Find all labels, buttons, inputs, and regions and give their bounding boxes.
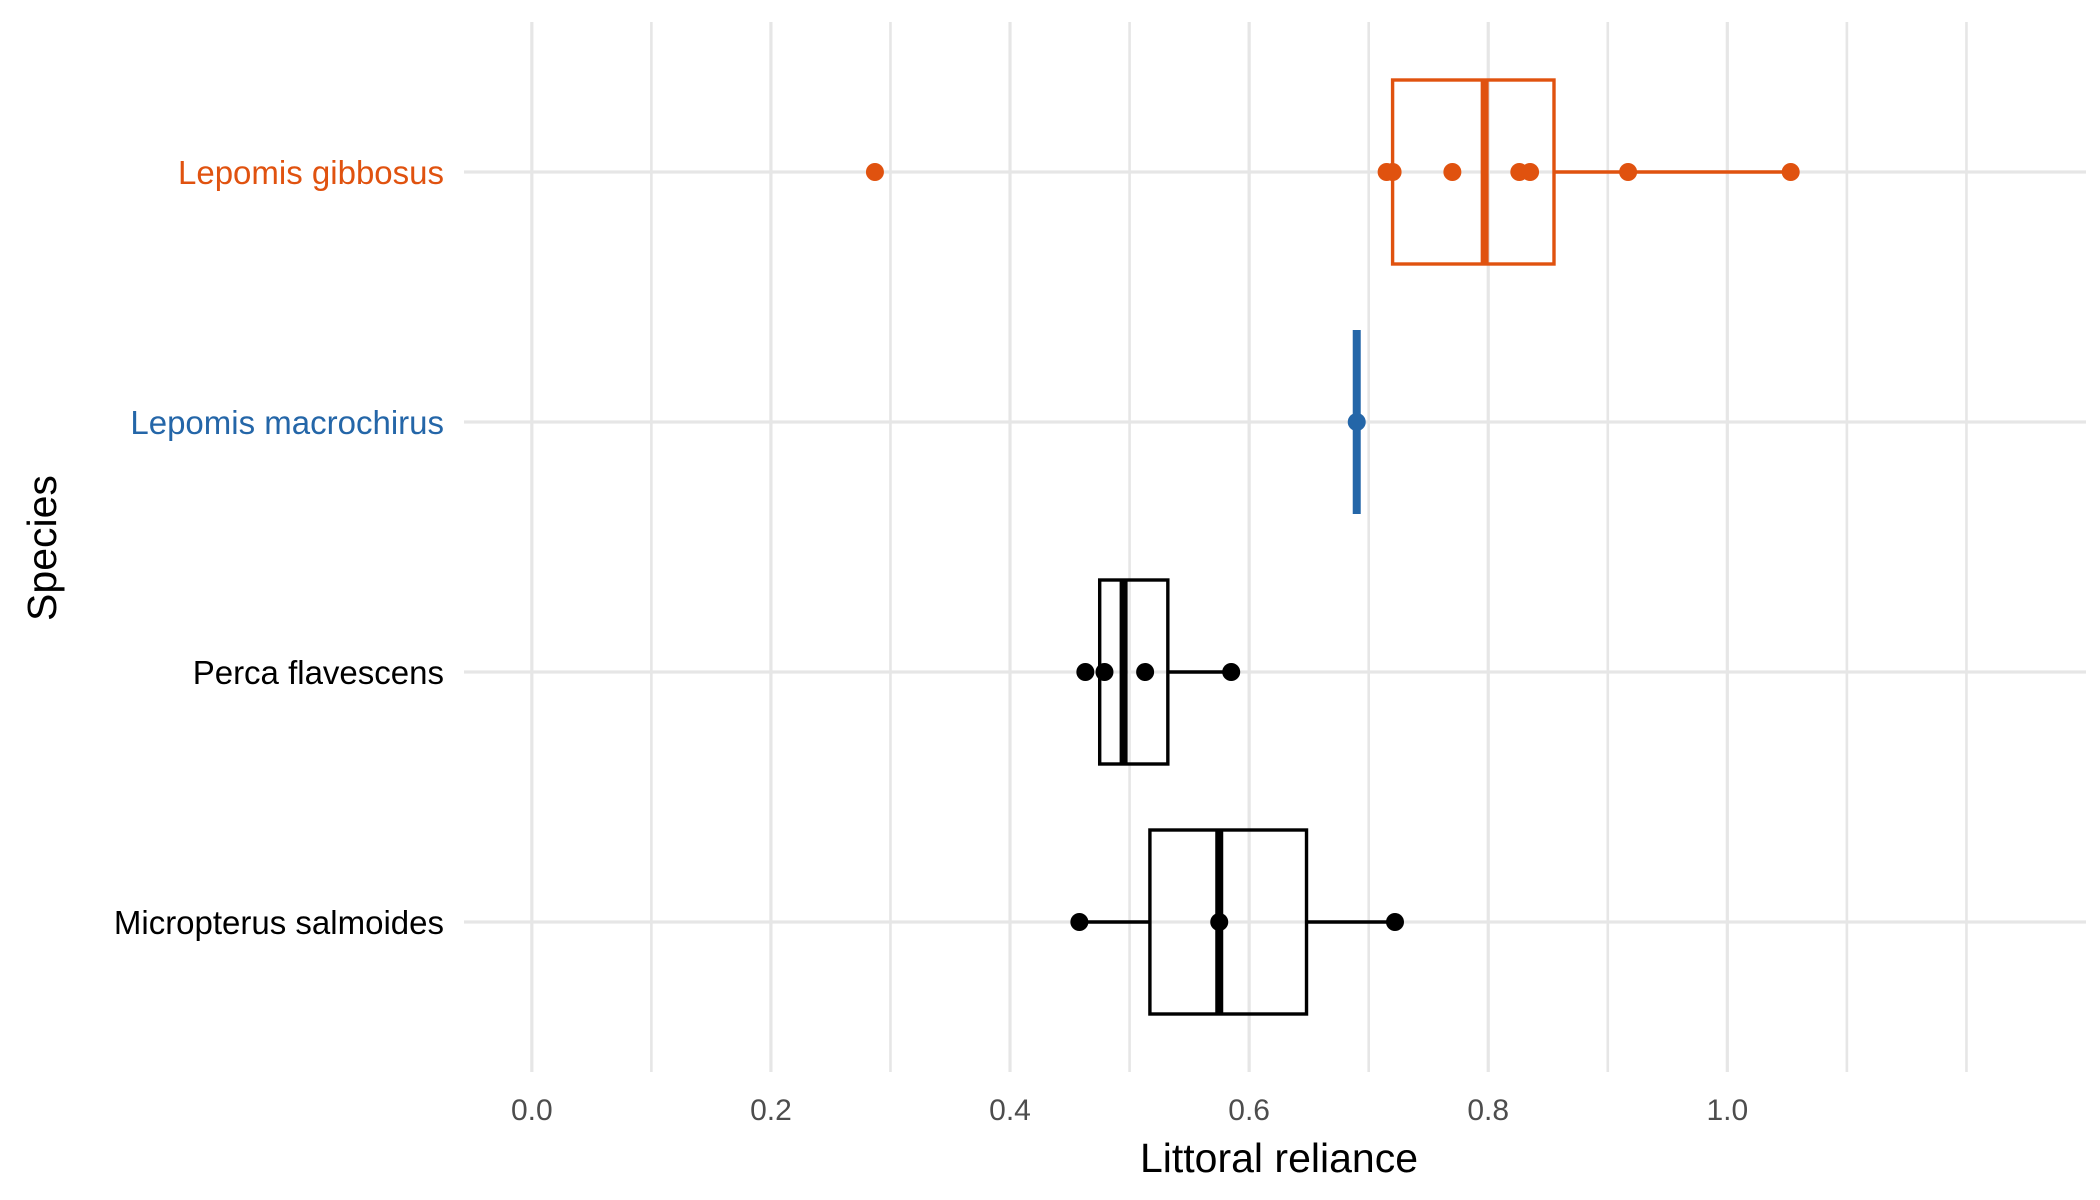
category-label: Lepomis gibbosus (178, 154, 444, 191)
category-label: Micropterus salmoides (114, 904, 444, 941)
data-point (1443, 163, 1462, 181)
data-point (1619, 163, 1638, 181)
x-tick-label: 0.6 (1228, 1094, 1270, 1127)
data-point (865, 163, 884, 181)
x-tick-label: 0.4 (989, 1094, 1031, 1127)
x-tick-label: 0.2 (750, 1094, 792, 1127)
data-point (1385, 913, 1404, 931)
data-point (1095, 663, 1114, 681)
data-point (1076, 663, 1095, 681)
boxplot-lepomis-gibbosus (865, 78, 1800, 266)
category-label: Perca flavescens (193, 654, 444, 691)
x-tick-label: 1.0 (1706, 1094, 1748, 1127)
x-tick-label: 0.8 (1467, 1094, 1509, 1127)
grid-layer (464, 22, 2086, 1072)
y-axis-title: Species (19, 475, 65, 621)
boxplot-micropterus-salmoides (1070, 828, 1404, 1016)
marks-layer (865, 78, 1800, 1016)
x-axis-title: Littoral reliance (1140, 1135, 1418, 1181)
data-point (1521, 163, 1540, 181)
x-tick-label: 0.0 (511, 1094, 553, 1127)
boxplot-lepomis-macrochirus (1347, 330, 1366, 514)
data-point (1070, 913, 1089, 931)
labels-layer: 0.0 0.2 0.4 0.6 0.8 1.0 Lepomis gibbosus Lepomi… (114, 154, 1748, 1127)
data-point (1222, 663, 1241, 681)
boxplot-perca-flavescens (1076, 578, 1241, 766)
category-label: Lepomis macrochirus (130, 404, 444, 441)
data-point (1347, 413, 1366, 431)
iqr-box (1148, 828, 1309, 1016)
data-point (1781, 163, 1800, 181)
data-point (1210, 913, 1229, 931)
data-point (1136, 663, 1155, 681)
data-point (1383, 163, 1402, 181)
